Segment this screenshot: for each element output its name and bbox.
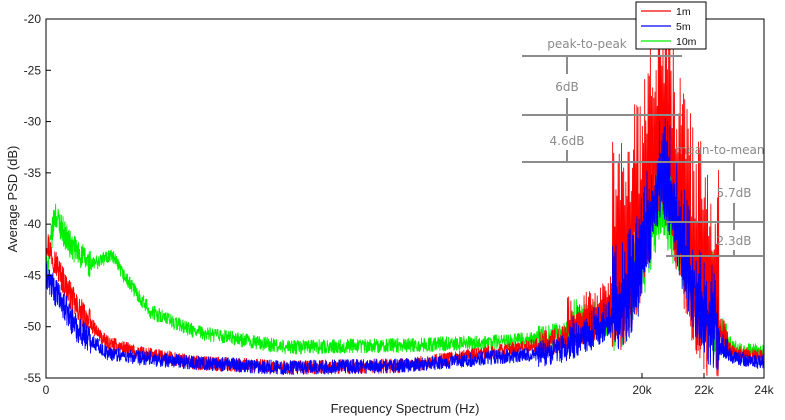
annotation-4-6db: 4.6dB <box>550 134 585 148</box>
legend-label-5m: 5m <box>676 21 691 33</box>
y-axis-label: Average PSD (dB) <box>5 146 20 253</box>
annotation-5-7db: 5.7dB <box>717 186 752 200</box>
plot-frame <box>45 18 765 379</box>
series-layer <box>45 20 765 377</box>
annotation-2-3db: 2.3dB <box>717 234 752 248</box>
y-tick-label: -50 <box>24 320 42 334</box>
y-tick-label: -35 <box>24 166 42 180</box>
series-line-5m <box>45 117 765 375</box>
legend-label-1m: 1m <box>676 6 691 18</box>
y-tick-label: -25 <box>24 63 42 77</box>
x-tick-label: 20k <box>632 383 652 397</box>
annotation-6db: 6dB <box>555 80 578 94</box>
legend-label-10m: 10m <box>676 36 697 48</box>
y-tick-label: -55 <box>24 371 42 385</box>
x-tick-label: 22k <box>694 383 714 397</box>
y-tick-label: -40 <box>24 217 42 231</box>
y-tick-label: -30 <box>24 115 42 129</box>
y-axis-ticks: -55 -50 -45 -40 -35 -30 -25 -20 <box>24 12 51 385</box>
annotation-peak-to-peak: peak-to-peak <box>547 37 627 51</box>
x-tick-label: 24k <box>754 383 774 397</box>
x-axis-ticks: 0 20k 22k 24k <box>43 373 775 397</box>
y-tick-label: -45 <box>24 268 42 282</box>
x-axis-label: Frequency Spectrum (Hz) <box>331 401 480 416</box>
x-tick-label: 0 <box>43 383 50 397</box>
y-tick-label: -20 <box>24 12 42 26</box>
legend: 1m 5m 10m <box>635 1 707 50</box>
annotation-layer: peak-to-peak 6dB 4.6dB mean-to-mean 5.7d… <box>522 37 765 257</box>
annotation-mean-to-mean: mean-to-mean <box>676 143 765 157</box>
